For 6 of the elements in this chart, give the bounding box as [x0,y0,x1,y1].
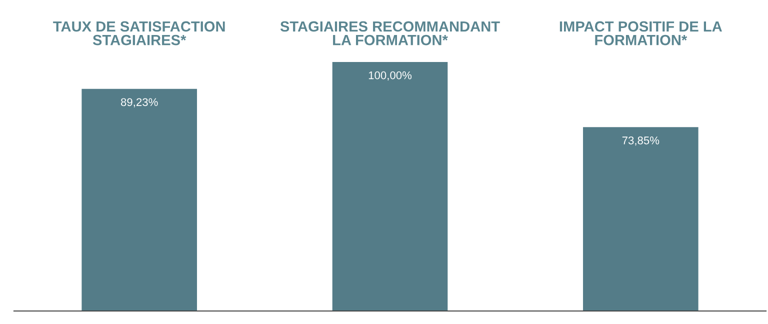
data-label: 73,85% [622,136,660,146]
data-label: 89,23% [120,98,158,108]
x-tick-label: STAGIAIRES RECOMMANDANT LA FORMATION* [280,21,500,46]
x-tick-label: TAUX DE SATISFACTION STAGIAIRES* [53,21,225,46]
data-label: 100,00% [368,71,412,81]
x-tick-label: IMPACT POSITIF DE LA FORMATION* [560,21,722,46]
